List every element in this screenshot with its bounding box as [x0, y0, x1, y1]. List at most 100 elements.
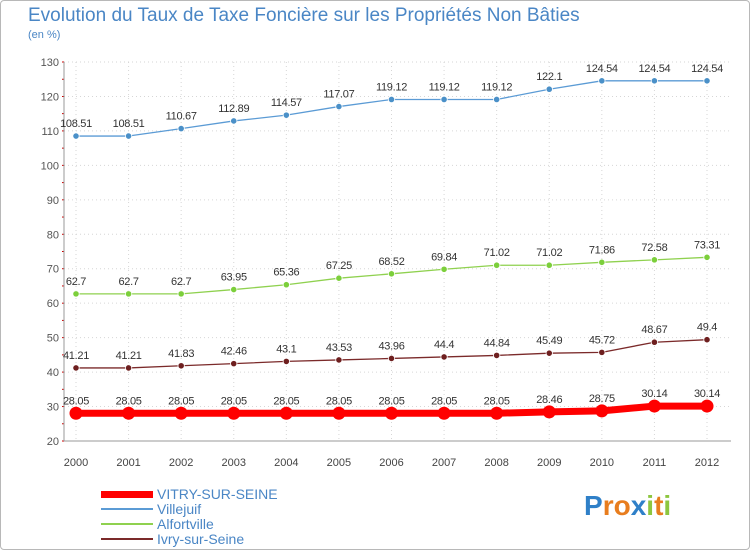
data-point-villejuif-2004 [282, 111, 290, 119]
y-tick-label-40: 40 [47, 367, 59, 379]
data-point-villejuif-2001 [124, 132, 133, 140]
chart-legend: VITRY-SUR-SEINE Villejuif Alfortville Iv… [101, 486, 341, 547]
data-label-villejuif-2011: 124.54 [638, 63, 670, 75]
legend-swatch-villejuif [101, 508, 153, 510]
proxiti-logo: Proxiti [584, 490, 671, 522]
data-label-ivry-sur-seine-2006: 43.96 [378, 340, 404, 352]
data-label-villejuif-2001: 108.51 [113, 118, 145, 130]
data-label-vitry-sur-seine-2008: 28.05 [484, 395, 510, 407]
data-label-ivry-sur-seine-2001: 41.21 [116, 350, 142, 362]
data-point-alfortville-2010 [598, 258, 606, 266]
legend-swatch-vitry-sur-seine [101, 491, 153, 498]
data-label-vitry-sur-seine-2010: 28.75 [589, 393, 615, 405]
data-point-alfortville-2008 [493, 261, 501, 269]
data-label-vitry-sur-seine-2001: 28.05 [116, 395, 142, 407]
data-point-vitry-sur-seine-2003 [227, 406, 241, 420]
data-label-ivry-sur-seine-2000: 41.21 [63, 350, 89, 362]
logo-letter: t [654, 490, 664, 521]
legend-label-alfortville: Alfortville [157, 516, 214, 532]
x-tick-label-2004: 2004 [274, 457, 298, 469]
data-label-alfortville-2007: 69.84 [431, 251, 457, 263]
data-label-alfortville-2004: 65.36 [273, 267, 299, 279]
data-point-ivry-sur-seine-2012 [703, 336, 711, 344]
x-tick-label-2006: 2006 [379, 457, 403, 469]
data-point-vitry-sur-seine-2010 [595, 404, 609, 418]
data-label-villejuif-2004: 114.57 [271, 97, 302, 109]
data-point-villejuif-2009 [545, 85, 553, 93]
data-point-vitry-sur-seine-2004 [279, 406, 293, 420]
data-point-ivry-sur-seine-2011 [650, 338, 659, 346]
data-point-vitry-sur-seine-2007 [437, 406, 451, 420]
data-point-villejuif-2005 [335, 102, 343, 111]
y-tick-label-20: 20 [47, 436, 59, 448]
y-tick-label-80: 80 [47, 229, 59, 241]
data-point-vitry-sur-seine-2012 [700, 399, 714, 413]
legend-swatch-ivry-sur-seine [101, 538, 153, 540]
y-tick-label-120: 120 [41, 91, 59, 103]
data-label-vitry-sur-seine-2009: 28.46 [536, 394, 562, 406]
data-point-ivry-sur-seine-2009 [545, 349, 553, 357]
data-label-vitry-sur-seine-2003: 28.05 [221, 395, 247, 407]
data-label-ivry-sur-seine-2008: 44.84 [484, 337, 510, 349]
data-point-ivry-sur-seine-2005 [335, 356, 343, 364]
x-tick-label-2003: 2003 [222, 457, 246, 469]
data-point-vitry-sur-seine-2009 [542, 405, 556, 419]
data-label-villejuif-2010: 124.54 [586, 63, 618, 75]
chart-title: Evolution du Taux de Taxe Foncière sur l… [28, 5, 580, 26]
data-label-alfortville-2000: 62.7 [66, 276, 86, 288]
y-tick-label-50: 50 [47, 333, 59, 345]
legend-label-villejuif: Villejuif [157, 501, 202, 517]
data-label-villejuif-2000: 108.51 [60, 118, 92, 130]
data-label-alfortville-2009: 71.02 [536, 247, 562, 259]
y-tick-label-60: 60 [47, 298, 59, 310]
data-label-villejuif-2007: 119.12 [429, 81, 460, 93]
data-point-alfortville-2003 [230, 285, 238, 294]
x-tick-label-2001: 2001 [116, 457, 140, 469]
plot-area [64, 62, 731, 441]
y-tick-label-110: 110 [41, 126, 59, 138]
data-point-villejuif-2008 [493, 95, 501, 104]
data-point-alfortville-2001 [124, 290, 133, 298]
data-point-alfortville-2000 [72, 290, 80, 298]
data-label-vitry-sur-seine-2011: 30.14 [641, 388, 667, 400]
data-label-villejuif-2006: 119.12 [376, 81, 407, 93]
data-label-alfortville-2003: 63.95 [221, 272, 247, 284]
data-point-villejuif-2012 [703, 77, 711, 85]
data-point-villejuif-2011 [650, 77, 659, 85]
x-tick-label-2010: 2010 [590, 457, 614, 469]
legend-item-ivry-sur-seine: Ivry-sur-Seine [101, 531, 341, 547]
data-label-ivry-sur-seine-2009: 45.49 [536, 335, 562, 347]
data-label-villejuif-2008: 119.12 [481, 81, 512, 93]
logo-letter: o [613, 490, 631, 521]
logo-letter: i [646, 490, 655, 521]
data-point-villejuif-2007 [440, 95, 448, 104]
data-label-vitry-sur-seine-2000: 28.05 [63, 395, 89, 407]
data-point-ivry-sur-seine-2007 [440, 353, 448, 361]
data-label-ivry-sur-seine-2007: 44.4 [434, 339, 454, 351]
data-label-villejuif-2003: 112.89 [218, 103, 249, 115]
data-label-villejuif-2002: 110.67 [166, 111, 197, 123]
x-tick-label-2005: 2005 [327, 457, 351, 469]
data-label-ivry-sur-seine-2004: 43.1 [276, 343, 296, 355]
data-point-alfortville-2009 [545, 261, 553, 269]
data-point-vitry-sur-seine-2006 [385, 406, 398, 420]
logo-letter: x [630, 490, 647, 521]
y-tick-label-130: 130 [41, 57, 59, 69]
logo-letter: r [602, 490, 614, 521]
data-point-villejuif-2006 [387, 95, 396, 104]
data-label-ivry-sur-seine-2010: 45.72 [589, 334, 615, 346]
x-tick-label-2000: 2000 [64, 457, 88, 469]
data-label-alfortville-2001: 62.7 [118, 276, 138, 288]
data-point-villejuif-2003 [230, 117, 238, 125]
data-label-ivry-sur-seine-2005: 43.53 [326, 342, 352, 354]
logo-letter: P [584, 490, 603, 521]
data-point-vitry-sur-seine-2001 [122, 406, 136, 420]
x-tick-label-2009: 2009 [537, 457, 561, 469]
data-label-villejuif-2005: 117.07 [323, 89, 354, 101]
y-tick-label-70: 70 [47, 264, 59, 276]
data-point-alfortville-2012 [703, 253, 711, 261]
data-point-villejuif-2000 [72, 132, 80, 140]
x-tick-label-2012: 2012 [695, 457, 719, 469]
data-point-ivry-sur-seine-2004 [282, 357, 290, 366]
